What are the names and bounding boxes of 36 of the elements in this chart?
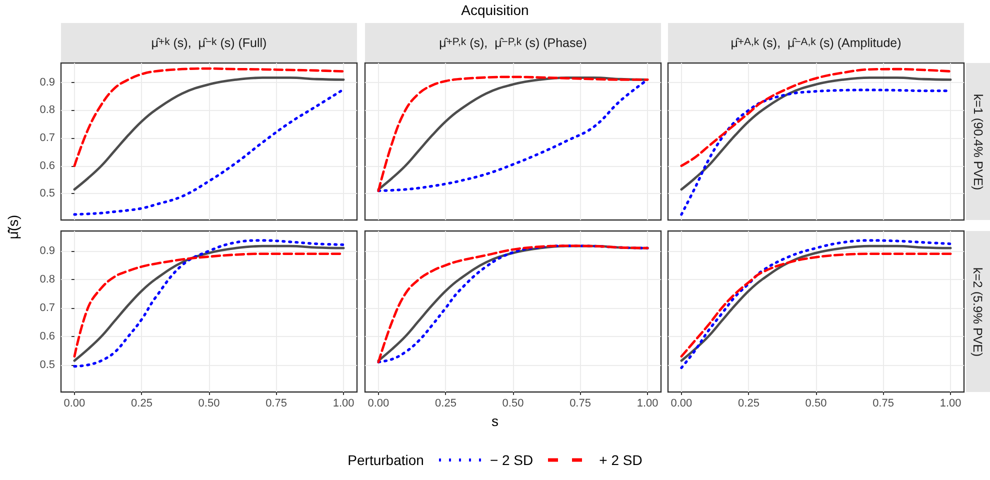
x-tick-label: 0.25: [131, 398, 152, 410]
legend-label: − 2 SD: [490, 452, 534, 468]
text: k=2 (5.9% PVE): [971, 266, 985, 356]
y-tick-label: 0.9: [40, 244, 55, 257]
x-tick-label: 0.00: [64, 398, 86, 410]
y-tick-label: 0.6: [40, 160, 55, 172]
x-tick-label: 0.50: [502, 398, 524, 410]
y-tick-label: 0.8: [40, 104, 55, 116]
y-tick-label: 0.5: [40, 358, 55, 371]
x-tick-label: 1.00: [940, 398, 962, 410]
x-tick-label: 1.00: [636, 398, 658, 410]
x-tick-label: 0.75: [872, 398, 894, 410]
x-axis-title: s: [490, 413, 500, 429]
y-tick-label: 0.6: [40, 330, 55, 342]
y-tick-label: 0.7: [40, 302, 55, 314]
line-series: [73, 76, 345, 191]
y-axis-title: μ̄̂(s): [4, 214, 22, 242]
x-tick-label: 0.00: [368, 398, 390, 410]
line-series: [73, 88, 345, 216]
y-tick-label: 0.8: [40, 273, 55, 286]
text: Acquisition: [460, 1, 530, 20]
x-tick-label: 0.00: [670, 398, 692, 410]
text: k=1 (90.4% PVE): [971, 93, 986, 190]
x-tick-label: 1.00: [332, 398, 354, 410]
x-tick-label: 0.50: [805, 398, 827, 410]
legend-title: Perturbation: [348, 452, 424, 468]
y-tick-label: 0.9: [40, 76, 55, 88]
x-tick-label: 0.25: [738, 398, 760, 410]
x-tick-label: 0.25: [435, 398, 456, 410]
x-tick-label: 0.50: [198, 398, 220, 410]
y-tick-label: 0.7: [40, 132, 55, 144]
legend-label: + 2 SD: [599, 452, 642, 468]
line-series: [73, 67, 345, 168]
x-tick-label: 0.75: [266, 398, 287, 410]
x-tick-label: 0.75: [570, 398, 591, 410]
y-tick-label: 0.5: [40, 188, 55, 200]
